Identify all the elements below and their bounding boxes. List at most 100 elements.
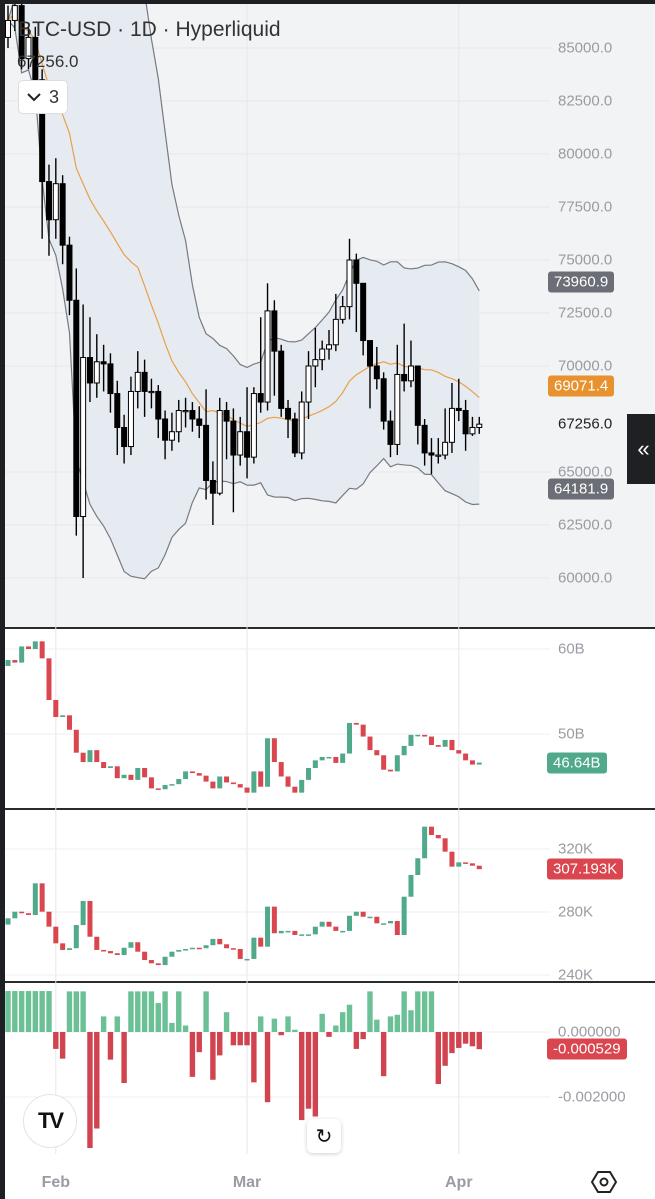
indicator-candle (189, 771, 195, 774)
indicator-candle (32, 641, 38, 649)
histogram-bar (87, 1032, 93, 1149)
candle-body (394, 373, 401, 445)
indicator-candle (162, 956, 168, 966)
indicator-candle (463, 753, 469, 761)
histogram-bar (408, 1010, 414, 1032)
histogram-bar (176, 991, 182, 1032)
histogram-bar (258, 1016, 264, 1032)
chart-frame[interactable]: Feb Mar Apr 85000.0 82500.0 80000.0 77500.0 750… (5, 4, 655, 1199)
indicator-candle (442, 838, 448, 852)
histogram-bar (476, 1032, 482, 1050)
indicator-candle (306, 934, 312, 936)
indicator-candle (408, 734, 414, 746)
histogram-bar (39, 991, 45, 1032)
pane-separator (5, 981, 655, 983)
histogram-bar (12, 991, 18, 1032)
histogram-bar (401, 991, 407, 1032)
chart-canvas[interactable] (5, 4, 655, 1199)
chevron-down-icon (27, 93, 41, 102)
indicator-candle (408, 874, 414, 897)
collapse-indicators-button[interactable]: 3 (18, 80, 68, 114)
indicator-candle (449, 739, 455, 751)
candle-body (250, 393, 257, 458)
indicator-candle (80, 752, 86, 763)
candle-body (121, 426, 128, 448)
histogram-bar (5, 991, 11, 1032)
histogram-bar (326, 1032, 332, 1037)
indicator-candle (449, 851, 455, 867)
histogram-bar (196, 1032, 202, 1053)
histogram-bar (100, 1016, 107, 1032)
candle-body (346, 259, 353, 308)
histogram-bar (59, 1032, 66, 1059)
candle-body (285, 407, 292, 420)
bollinger-basis-line (7, 11, 480, 427)
indicator-candle (463, 862, 469, 864)
candle-body (435, 454, 442, 457)
indicator-candle (265, 906, 271, 947)
indicator-candle (456, 750, 462, 754)
indicator-candle (128, 774, 134, 780)
candle-body (127, 390, 134, 448)
indicator-candle (25, 646, 31, 649)
double-chevron-left-icon[interactable]: « (627, 414, 655, 484)
bollinger-upper-line (7, 4, 480, 369)
reset-icon[interactable]: ↻ (307, 1119, 341, 1153)
indicator-candle (66, 715, 72, 730)
lower-band-badge: 64181.9 (548, 478, 615, 500)
histogram-bar (428, 991, 435, 1032)
price-axis-label: 77500.0 (558, 198, 613, 216)
indicator-series-1 (5, 641, 550, 793)
indicator-candle (25, 913, 31, 915)
candle-body (32, 36, 39, 81)
histogram-bar (107, 1032, 114, 1060)
indicator-candle (387, 769, 393, 772)
candle-body (332, 318, 339, 346)
indicator-candle (155, 963, 161, 966)
histogram-bar (244, 1032, 250, 1046)
indicator-series-2 (5, 826, 550, 976)
candle-body (291, 418, 298, 454)
candle-body (428, 452, 435, 456)
price-axis-label: 80000.0 (558, 145, 613, 163)
candle-body (448, 407, 455, 443)
indicator-candle (162, 785, 168, 790)
indicator-candle (80, 900, 86, 926)
indicator-candle (360, 911, 366, 917)
indicator-candle (39, 641, 45, 659)
indicator-candle (306, 768, 312, 780)
histogram-bar (305, 1032, 312, 1109)
histogram-bar (285, 1016, 291, 1032)
indicator-candle (340, 930, 346, 933)
candle-body (380, 378, 387, 422)
indicator-candle (189, 947, 195, 950)
indicator-candle (203, 945, 209, 949)
tradingview-logo[interactable]: TV (23, 1094, 77, 1148)
histogram-bar (312, 1032, 319, 1117)
indicator-candle (340, 753, 346, 763)
indicator-candle (401, 745, 407, 756)
pane-separator (5, 808, 655, 810)
indicator-candle (135, 942, 141, 952)
indicator-axis-label: 320K (558, 840, 594, 858)
upper-band-badge: 73960.9 (548, 271, 615, 293)
indicator-candle (326, 756, 332, 759)
indicator-candle (46, 911, 52, 927)
candle-body (373, 365, 380, 380)
histogram-bar (264, 1032, 271, 1103)
indicator-candle (251, 771, 257, 793)
indicator-candle (169, 951, 175, 957)
settings-hexagon-icon[interactable] (591, 1169, 617, 1195)
indicator-candle (244, 787, 250, 793)
indicator-candle (347, 722, 352, 754)
indicator-candle (374, 916, 380, 924)
indicator-candle (121, 947, 127, 955)
indicator-candle (39, 883, 45, 912)
basis-badge: 69071.4 (548, 375, 615, 397)
indicator-candle (101, 949, 107, 952)
indicator-candle (148, 777, 154, 789)
indicator-candle (312, 760, 318, 768)
indicator-candle (217, 776, 223, 789)
histogram-bar (469, 1032, 476, 1047)
histogram-bar (148, 991, 155, 1032)
